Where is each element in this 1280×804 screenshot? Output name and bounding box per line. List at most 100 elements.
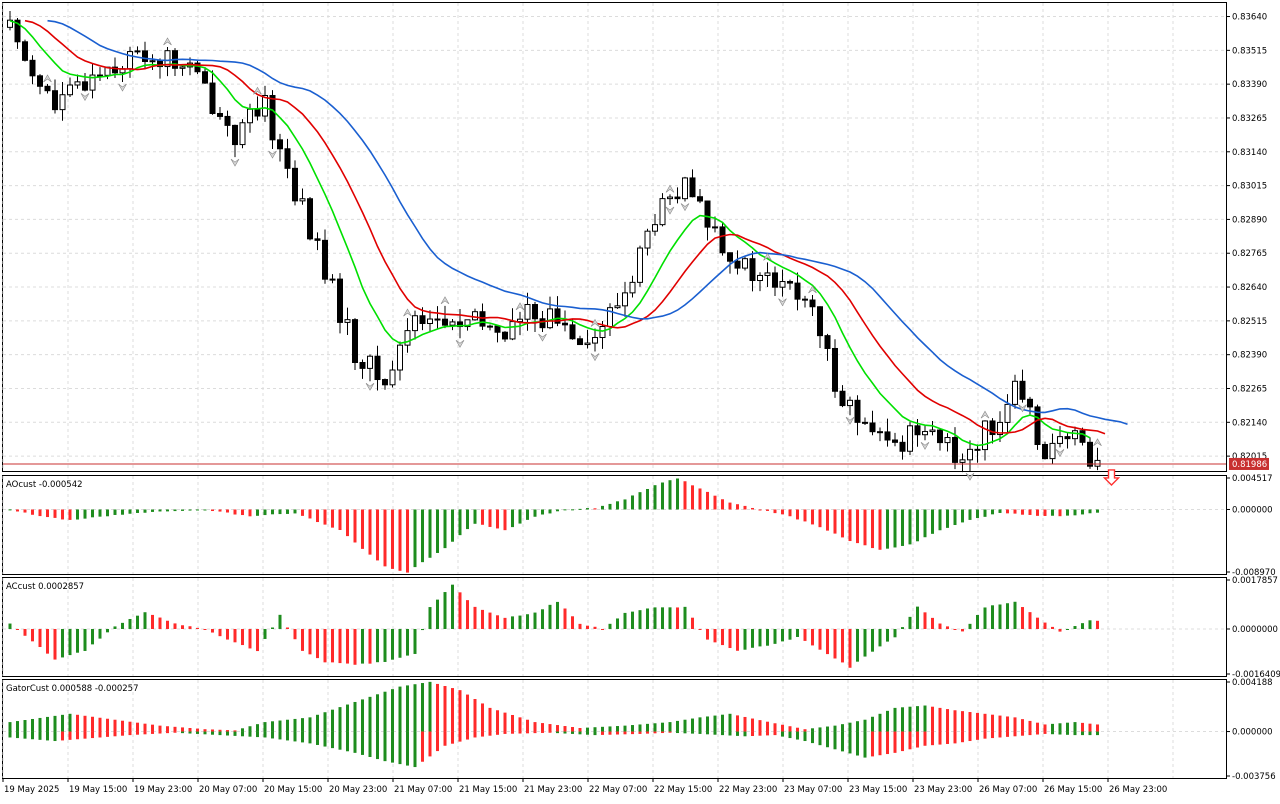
gator-upper-bar [863, 719, 867, 732]
gator-upper-bar [893, 707, 897, 732]
gator-lower-bar [788, 731, 792, 739]
fractal-up-marker [665, 184, 675, 193]
gator-upper-bar [158, 725, 162, 732]
candle-body [329, 278, 336, 281]
ac-bar [788, 628, 792, 640]
candle-body [389, 369, 396, 386]
ac-bar [548, 604, 552, 629]
ac-bar [923, 612, 927, 629]
candle-body [539, 318, 546, 329]
ao-bar [518, 509, 522, 524]
ac-bar [751, 628, 754, 648]
gator-lower-bar [346, 731, 349, 752]
ao-bar [1043, 509, 1047, 516]
gator-upper-bar [856, 721, 859, 732]
ao-bar [781, 509, 784, 515]
candle-body [292, 167, 298, 202]
gator-upper-bar [983, 713, 987, 732]
candle-body [667, 196, 673, 200]
candle-body [659, 198, 666, 226]
gator-upper-bar [121, 720, 124, 732]
ac-bar [773, 628, 777, 644]
ma-line-jaw_fast [9, 19, 1091, 447]
ao-bar [871, 509, 874, 549]
ao-bar [233, 509, 237, 515]
ao-bar [683, 481, 687, 510]
candle-body [854, 399, 861, 423]
candle-body [404, 330, 411, 346]
gator-lower-bar [113, 731, 117, 737]
candle-body [127, 51, 133, 70]
candle-body [494, 325, 501, 333]
ao-bar [46, 509, 49, 518]
gator-lower-bar [541, 731, 544, 733]
gator-upper-bar [346, 704, 349, 732]
ao-bar [466, 509, 469, 530]
ac-bar [646, 608, 649, 629]
gator-lower-bar [616, 731, 619, 735]
ao-bar [106, 509, 109, 517]
gator-upper-bar [841, 724, 844, 732]
gator-upper-bar [278, 720, 282, 732]
candle-body [899, 441, 906, 452]
candle-body [472, 311, 478, 321]
gator-lower-bar [593, 731, 597, 736]
gator-upper-bar [1021, 719, 1024, 732]
gator-lower-bar [818, 731, 822, 746]
gator-lower-bar [518, 731, 522, 734]
gator-lower-bar [773, 731, 777, 736]
gator-lower-bar [121, 731, 124, 736]
ac-bar [398, 628, 402, 658]
x-tick-label: 22 May 07:00 [589, 785, 647, 795]
candle-body [277, 139, 283, 150]
candle-body [502, 331, 508, 340]
ac-bar [68, 628, 72, 656]
gator-lower-bar [961, 731, 964, 743]
ac-bar [368, 628, 372, 664]
candle-body [719, 226, 726, 254]
gator-lower-bar [421, 731, 424, 762]
gator-lower-bar [856, 731, 859, 756]
ao-bar [346, 509, 349, 537]
ac-bar [383, 628, 387, 662]
candle-body [749, 258, 756, 282]
gator-upper-bar [218, 729, 222, 732]
candle-body [29, 59, 36, 77]
gator-upper-bar [76, 714, 79, 732]
gator-lower-bar [233, 731, 237, 736]
ac-bar [931, 617, 934, 629]
ac-bar [1043, 622, 1047, 629]
candle-body [997, 421, 1003, 436]
gator-upper-bar [721, 714, 724, 732]
gator-lower-bar [308, 731, 312, 744]
candle-body [232, 124, 238, 146]
ac-bar [346, 628, 349, 664]
ac-bar [181, 625, 184, 629]
fractal-up-marker [590, 318, 600, 327]
gator-upper-bar [503, 712, 507, 732]
ac-bar [893, 628, 897, 638]
gator-upper-bar [811, 728, 814, 732]
fractal-down-marker [455, 340, 465, 348]
ac-bar [653, 607, 657, 629]
ao-bar [916, 509, 919, 542]
candle-body [269, 95, 276, 141]
ac-bar [608, 623, 612, 629]
gator-upper-bar [331, 709, 334, 732]
candle-body [674, 196, 681, 200]
ao-bar [713, 495, 717, 510]
gator-lower-bar [503, 731, 507, 734]
ac-bar [863, 628, 867, 657]
gator-upper-bar [188, 728, 192, 732]
ao-bar [353, 509, 357, 543]
ac-bar [166, 620, 169, 629]
gator-upper-bar [908, 706, 912, 732]
gator-lower-bar [533, 731, 537, 734]
fractal-down-marker [80, 93, 90, 101]
gator-upper-bar [308, 717, 312, 732]
candle-body [1057, 436, 1063, 444]
ac-bar [1096, 620, 1099, 629]
gator-lower-bar [106, 731, 109, 737]
